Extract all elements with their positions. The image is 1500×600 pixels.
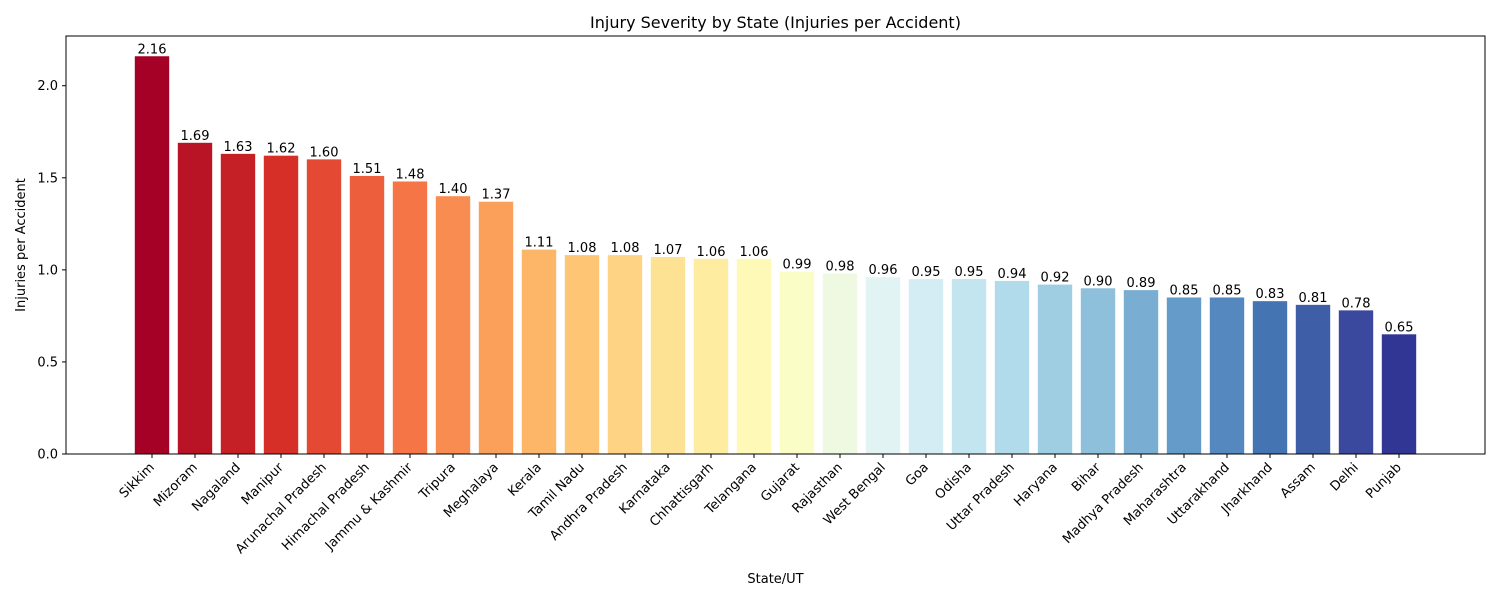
bar-value-label-16: 0.98 [826, 260, 855, 275]
bar-13 [693, 258, 729, 454]
bar-value-label-0: 2.16 [138, 42, 167, 57]
bar-12 [650, 256, 686, 454]
bar-27 [1295, 304, 1331, 454]
bar-26 [1252, 301, 1288, 454]
bar-value-label-11: 1.08 [611, 241, 640, 256]
bar-value-label-27: 0.81 [1299, 291, 1328, 306]
bar-10 [564, 255, 600, 454]
bar-value-label-4: 1.60 [310, 145, 339, 160]
bar-value-label-15: 0.99 [783, 258, 812, 273]
y-tick-label-3: 1.5 [37, 171, 58, 186]
bar-value-label-2: 1.63 [224, 140, 253, 155]
bar-value-label-12: 1.07 [654, 243, 683, 258]
bar-22 [1080, 288, 1116, 454]
bar-5 [349, 175, 385, 454]
bar-value-label-26: 0.83 [1256, 287, 1285, 302]
bar-17 [865, 277, 901, 454]
bars-layer: 2.16 1.69 1.63 1.62 1.60 1.51 1.48 1.40 1.37 1.11… [134, 42, 1417, 455]
bar-value-label-21: 0.92 [1041, 271, 1070, 286]
plot-frame [65, 35, 1486, 455]
bar-value-label-9: 1.11 [525, 236, 554, 251]
chart-title: Injury Severity by State (Injuries per A… [590, 13, 961, 32]
bar-0 [134, 56, 170, 455]
bar-16 [822, 273, 858, 454]
bar-value-label-24: 0.85 [1170, 283, 1199, 298]
bar-value-label-20: 0.94 [998, 267, 1027, 282]
bar-value-label-8: 1.37 [482, 188, 511, 203]
bar-25 [1209, 297, 1245, 454]
bar-value-label-23: 0.89 [1127, 276, 1156, 291]
bar-11 [607, 255, 643, 454]
bar-value-label-5: 1.51 [353, 162, 382, 177]
bar-value-label-18: 0.95 [912, 265, 941, 280]
bar-21 [1037, 284, 1073, 454]
bar-value-label-17: 0.96 [869, 263, 898, 278]
bar-value-label-3: 1.62 [267, 142, 296, 157]
bar-7 [435, 196, 471, 454]
bar-value-label-29: 0.65 [1385, 320, 1414, 335]
y-tick-label-2: 1.0 [37, 263, 58, 278]
bar-4 [306, 159, 342, 454]
bar-1 [177, 142, 213, 454]
bar-15 [779, 271, 815, 454]
y-tick-label-0: 0.0 [37, 448, 58, 463]
bar-14 [736, 258, 772, 454]
bar-29 [1381, 334, 1417, 454]
bar-value-label-22: 0.90 [1084, 274, 1113, 289]
bar-value-label-19: 0.95 [955, 265, 984, 280]
bar-value-label-28: 0.78 [1342, 296, 1371, 311]
bar-value-label-14: 1.06 [740, 245, 769, 260]
bar-8 [478, 201, 514, 454]
bar-3 [263, 155, 299, 454]
bar-value-label-25: 0.85 [1213, 283, 1242, 298]
x-axis-label: State/UT [747, 572, 803, 587]
y-tick-label-4: 2.0 [37, 79, 58, 94]
bar-23 [1123, 290, 1159, 454]
bar-20 [994, 280, 1030, 454]
bar-6 [392, 181, 428, 454]
bar-28 [1338, 310, 1374, 454]
bar-value-label-13: 1.06 [697, 245, 726, 260]
bar-24 [1166, 297, 1202, 454]
y-axis-label: Injuries per Accident [14, 178, 29, 312]
bar-2 [220, 153, 256, 454]
bar-19 [951, 279, 987, 454]
bar-value-label-10: 1.08 [568, 241, 597, 256]
bar-value-label-6: 1.48 [396, 167, 425, 182]
bar-18 [908, 279, 944, 454]
bar-value-label-7: 1.40 [439, 182, 468, 197]
y-tick-label-1: 0.5 [37, 355, 58, 370]
bar-9 [521, 249, 557, 454]
bar-value-label-1: 1.69 [181, 129, 210, 144]
